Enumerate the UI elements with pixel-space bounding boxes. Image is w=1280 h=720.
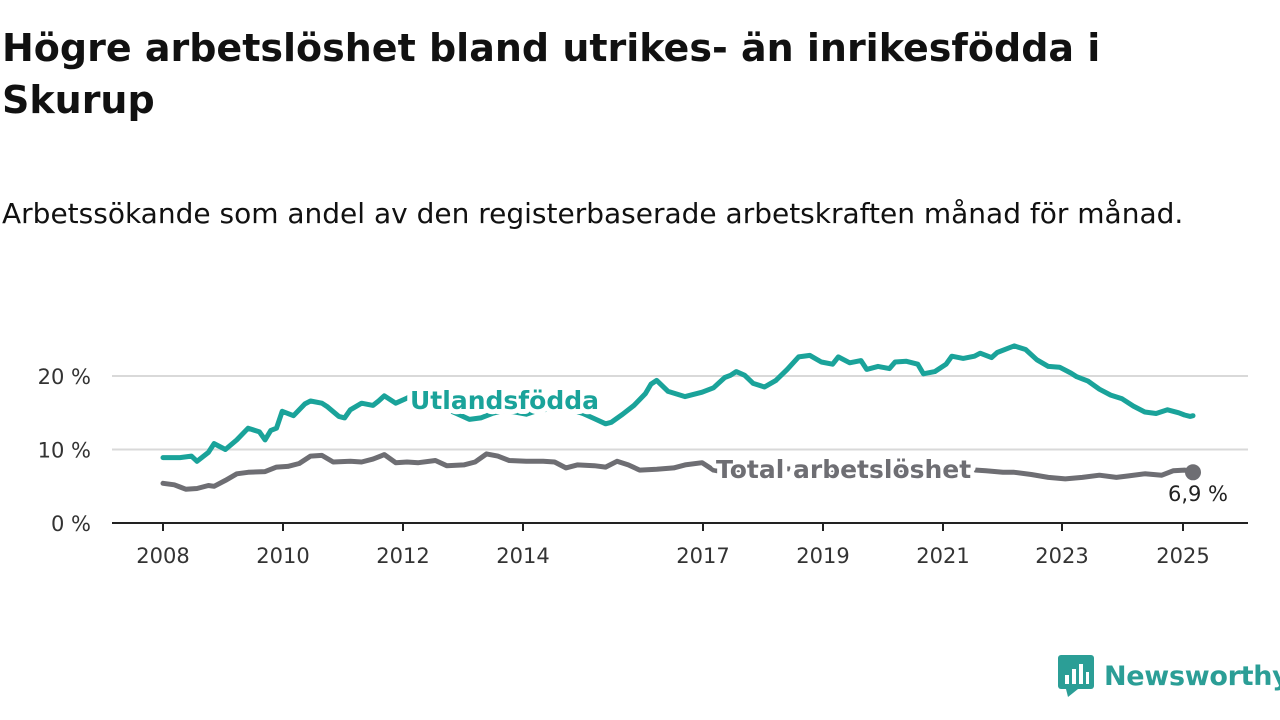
series-line-utlandsfodda (160, 343, 1196, 464)
x-tick-label: 2017 (676, 544, 729, 568)
series-label-total-halo: Total arbetslöshet (716, 455, 971, 484)
chart-subtitle: Arbetssökande som andel av den registerb… (2, 197, 1184, 230)
series-lines (160, 343, 1196, 492)
series-label-utlandsfodda: Utlandsfödda (410, 386, 599, 415)
y-tick-label: 10 % (38, 439, 91, 463)
end-value-label: 6,9 % (1168, 482, 1228, 506)
x-tick-label: 2023 (1035, 544, 1088, 568)
gridlines (112, 375, 1248, 451)
series-line-total (160, 451, 1196, 492)
x-tick-label: 2014 (496, 544, 549, 568)
series-label-total: Total arbetslöshet (716, 455, 971, 484)
x-tick-label: 2010 (256, 544, 309, 568)
x-tick-label: 2012 (376, 544, 429, 568)
axes: 0 % 10 % 20 % 2008 2010 2012 2014 2017 2019 2021 2… (38, 365, 1248, 568)
x-tick-label: 2008 (136, 544, 189, 568)
newsworthy-wordmark: Newsworthy (1104, 660, 1280, 692)
y-tick-label: 0 % (51, 512, 91, 536)
series-label-utlandsfodda-halo: Utlandsfödda (410, 386, 599, 415)
chart-title: Högre arbetslöshet bland utrikes- än inr… (2, 26, 1101, 122)
newsworthy-logo: Newsworthy (1058, 654, 1280, 698)
x-tick-label: 2021 (916, 544, 969, 568)
x-tick-label: 2025 (1156, 544, 1209, 568)
y-tick-label: 20 % (38, 365, 91, 389)
end-point-marker (1185, 464, 1201, 481)
newsworthy-logo-icon (1058, 655, 1094, 697)
x-tick-label: 2019 (796, 544, 849, 568)
